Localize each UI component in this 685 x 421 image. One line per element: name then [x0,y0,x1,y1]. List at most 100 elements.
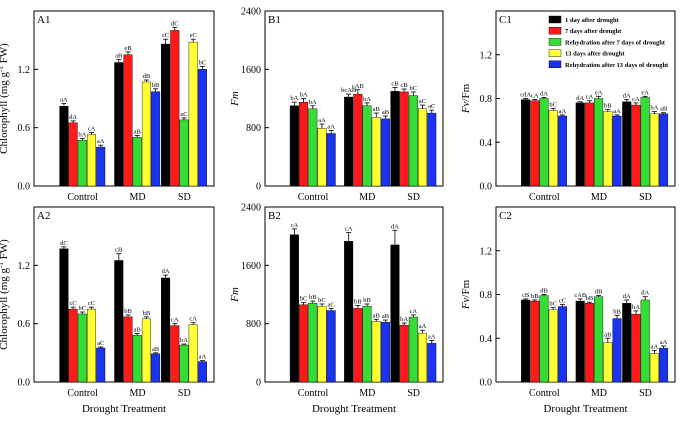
significance-label: bB [613,308,621,315]
bar [548,309,558,383]
bar [594,98,604,187]
y-tick-label: 0.0 [18,378,31,389]
y-axis-label: Fv/Fm [460,83,472,114]
significance-label: dA [162,268,170,275]
bar [308,303,318,383]
bar [371,321,381,383]
significance-label: cAB [352,83,365,90]
significance-label: cA [586,94,594,101]
bar [179,344,189,383]
bar [603,342,613,383]
bar [390,91,400,187]
significance-label: aA [318,117,326,124]
y-tick-label: 0.0 [480,378,493,389]
legend-label: Rehydration after 13 days of drought [565,62,669,69]
y-tick-label: 800 [246,123,261,134]
significance-label: cA [531,93,539,100]
bar [408,316,418,383]
significance-label: bB [604,102,612,109]
y-tick-label: 0 [256,182,261,193]
significance-label: bB [152,82,160,89]
significance-label: bA [363,96,371,103]
significance-label: bB [124,308,132,315]
significance-label: bC [549,301,557,308]
bar [188,324,198,383]
y-tick-label: 800 [246,319,261,330]
legend-label: 13 days after drought [565,51,625,58]
x-tick-label: MD [591,192,607,203]
x-tick-label: SD [407,192,420,203]
y-tick-label: 1.2 [480,50,493,61]
significance-label: dC [171,21,179,28]
y-axis-label: Chlorophyll (mg g-1 FW) [0,43,10,154]
bar [612,115,622,187]
bar [362,105,372,187]
bar [151,91,161,187]
significance-label: aA [660,339,668,346]
significance-label: bC [199,59,207,66]
significance-label: eA [595,89,603,96]
significance-label: bA [78,131,86,138]
x-tick-label: Control [529,388,560,399]
x-tick-label: SD [178,192,191,203]
x-tick-label: Control [298,192,329,203]
x-tick-label: Control [298,388,329,399]
y-axis-label: Fv/Fm [460,279,472,310]
bar [289,234,299,383]
significance-label: dA [576,95,584,102]
bar [659,347,669,383]
significance-label: cA [632,96,640,103]
bar [380,118,390,187]
significance-label: aA [419,323,427,330]
y-tick-label: 0.8 [480,94,493,105]
y-tick-label: 0.6 [18,123,31,134]
significance-label: aC [328,301,335,308]
bar [557,306,567,383]
x-tick-label: Control [67,192,98,203]
significance-label: bC [410,85,418,92]
significance-label: dA [641,290,649,297]
significance-label: dA [540,90,548,97]
bar [86,308,96,383]
y-tick-label: 0.0 [480,182,493,193]
bar [326,310,336,383]
bar [317,305,327,383]
panel-b1: 080016002400FmB1ControlbAbAbAaAaAMDbcABc… [229,7,444,203]
significance-label: aB [382,109,390,116]
y-tick-label: 1.2 [18,65,31,76]
y-tick-label: 0.0 [18,182,31,193]
significance-label: cB [401,82,409,89]
bar [114,62,124,187]
y-tick-label: 0.6 [18,319,31,330]
bar [188,41,198,187]
significance-label: aB [152,346,160,353]
bar [427,112,437,187]
significance-label: aB [134,128,142,135]
x-tick-label: MD [129,388,145,399]
panel-a1: 0.0 0.6 1.2 Chlorophyll (mg g-1 FW) A1 Contro… [0,10,215,203]
bar [548,110,558,187]
significance-label: cC [559,297,566,304]
significance-label: bA [650,105,658,112]
significance-label: eA [641,89,649,96]
significance-label: cC [69,300,76,307]
legend-swatch [548,38,562,46]
bar [151,353,161,383]
significance-label: dB [143,73,151,80]
significance-label: cAB [574,292,587,299]
bar [344,96,354,187]
significance-label: bA [180,337,188,344]
x-tick-label: SD [639,192,652,203]
bar [622,303,632,383]
significance-label: aB [604,331,612,338]
x-axis-label: Drought Treatment [543,403,627,415]
significance-label: cdA [520,92,531,99]
x-tick-label: Control [67,388,98,399]
bar [114,260,124,383]
significance-label: cA [345,226,353,233]
bar [418,332,428,383]
significance-label: aA [428,333,436,340]
significance-label: bA [290,95,298,102]
y-tick-label: 1.2 [480,246,493,257]
